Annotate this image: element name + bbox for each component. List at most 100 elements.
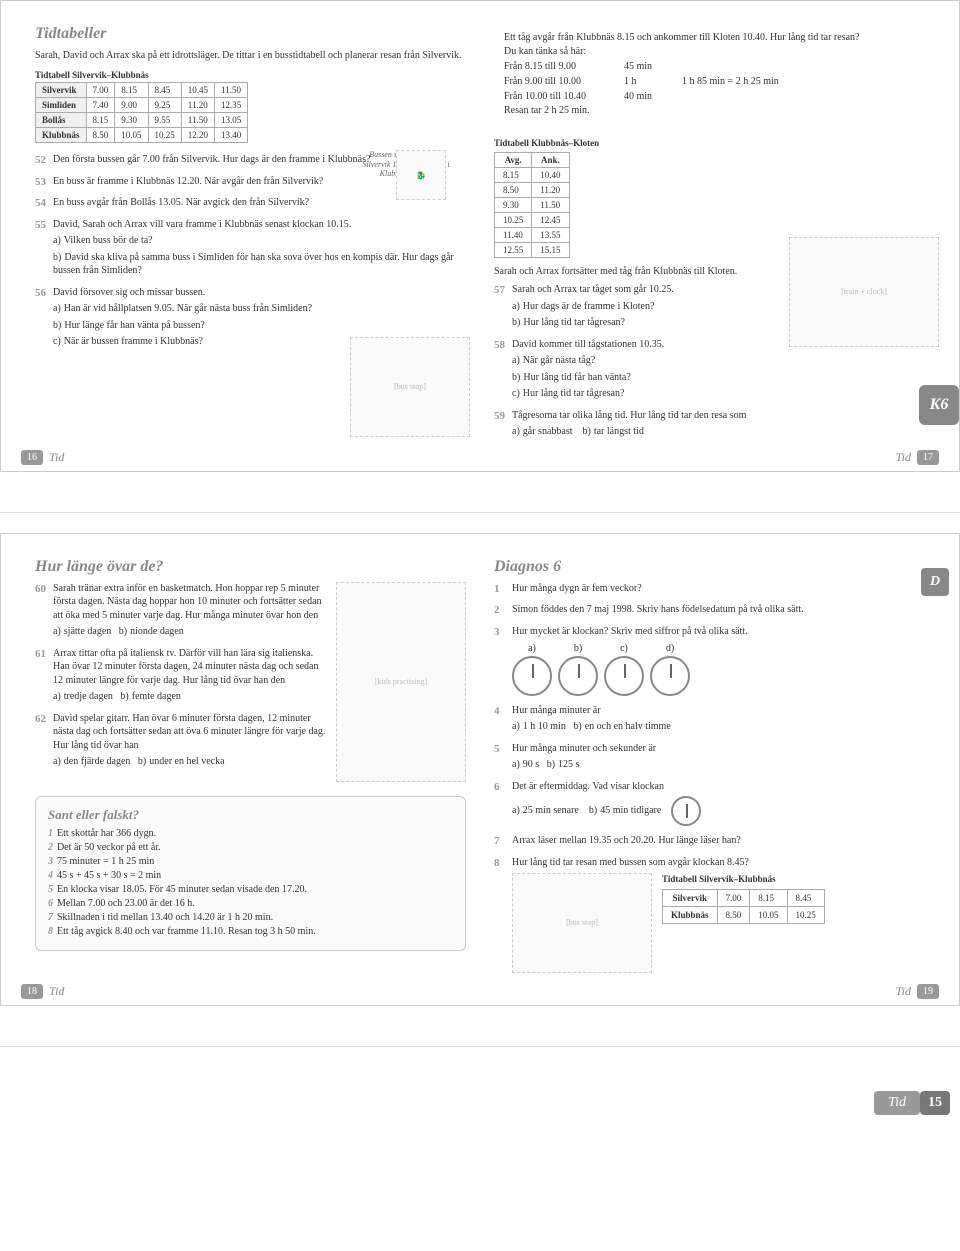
table-cell: 10.45 [181, 83, 214, 98]
question-54: 54En buss avgår från Bollås 13.05. När a… [35, 196, 466, 210]
question-52: 52Den första bussen går 7.00 från Silver… [35, 153, 466, 167]
table-cell: 10.25 [495, 213, 532, 228]
dq1: 1Hur många dygn är fem veckor? [494, 582, 925, 596]
spread-1: Tidtabeller Sarah, David och Arrax ska p… [0, 0, 960, 472]
table-cell: 8.15 [495, 168, 532, 183]
question-55: 55David, Sarah och Arrax vill vara framm… [35, 218, 466, 278]
table-cell: 8.45 [787, 890, 824, 907]
page-label-tid: Tid [896, 984, 911, 999]
illustration-train: [train + clock] [789, 237, 939, 347]
q56a: a)Han är vid hållplatsen 9.05. När går n… [53, 302, 466, 316]
table-cell: 7.00 [717, 890, 750, 907]
illustration-bus-stop: [bus stop] [350, 337, 470, 437]
table2-caption: Tidtabell Klubbnäs–Kloten [494, 138, 925, 148]
footer-page-number: 15 [920, 1091, 950, 1115]
small-table-caption: Tidtabell Silvervik–Klubbnäs [662, 873, 825, 885]
dq6: 6Det är eftermiddag. Vad visar klockan a… [494, 780, 925, 827]
table-cell: 13.05 [215, 113, 248, 128]
clock-icon [671, 796, 701, 826]
table-cell: Silvervik [36, 83, 87, 98]
table-cell: 11.50 [532, 198, 569, 213]
spread-2: Hur länge övar de? 60Sarah tränar extra … [0, 533, 960, 1007]
q59ab: a)går snabbast b)tar längst tid [512, 425, 925, 439]
table-cell: 9.30 [495, 198, 532, 213]
q58b: b)Hur lång tid får han vänta? [512, 371, 925, 385]
sant-item: 375 minuter = 1 h 25 min [48, 856, 453, 867]
clock-icon [650, 656, 690, 696]
questions-52-56: 52Den första bussen går 7.00 från Silver… [35, 153, 466, 349]
questions-60-62: 60Sarah tränar extra inför en basketmatc… [35, 582, 326, 782]
sant-item: 8Ett tåg avgick 8.40 och var framme 11.1… [48, 926, 453, 937]
page-number-19: 19 [917, 984, 939, 999]
table-cell: Klubbnäs [36, 128, 87, 143]
sant-eller-falskt-box: Sant eller falskt? 1Ett skottår har 366 … [35, 796, 466, 951]
table-cell: 11.20 [532, 183, 569, 198]
clock-icon [604, 656, 644, 696]
dq5: 5Hur många minuter och sekunder är a)90 … [494, 742, 925, 772]
title-tidtabeller: Tidtabeller [35, 25, 466, 43]
q53-text: En buss är framme i Klubbnäs 12.20. När … [53, 176, 323, 187]
sant-item: 6Mellan 7.00 och 23.00 är det 16 h. [48, 898, 453, 909]
divider [0, 1046, 960, 1047]
dq4: 4Hur många minuter är a)1 h 10 min b)en … [494, 704, 925, 734]
page-17: Ett tåg avgår från Klubbnäs 8.15 och ank… [480, 25, 939, 447]
clock-icon [512, 656, 552, 696]
example-sum: 1 h 85 min = 2 h 25 min [682, 74, 779, 89]
diagnos-badge: D [921, 568, 949, 596]
small-timetable: Silvervik7.008.158.45Klubbnäs8.5010.0510… [662, 889, 825, 924]
title-hur-lange: Hur länge övar de? [35, 558, 466, 576]
intro-text: Sarah, David och Arrax ska på ett idrott… [35, 49, 466, 62]
table-caption: Tidtabell Silvervik–Klubbnäs [35, 70, 466, 80]
example-answer: Resan tar 2 h 25 min. [504, 104, 915, 118]
sant-item: 5En klocka visar 18.05. För 45 minuter s… [48, 884, 453, 895]
divider [0, 512, 960, 513]
table-cell: 9.55 [148, 113, 181, 128]
table-cell: 8.15 [86, 113, 115, 128]
q55a: a)Vilken buss bör de ta? [53, 234, 466, 248]
page-19: Diagnos 6 D 1Hur många dygn är fem vecko… [480, 558, 939, 982]
table-cell: 12.55 [495, 243, 532, 258]
table-cell: 15.15 [532, 243, 569, 258]
table-cell: 12.35 [215, 98, 248, 113]
table-cell: 12.20 [181, 128, 214, 143]
q54-text: En buss avgår från Bollås 13.05. När avg… [53, 197, 309, 208]
example-intro: Ett tåg avgår från Klubbnäs 8.15 och ank… [504, 31, 915, 45]
table-cell: 9.30 [115, 113, 148, 128]
table-cell: Klubbnäs [663, 907, 718, 924]
q58c: c)Hur lång tid tar tågresan? [512, 387, 925, 401]
table-cell: 10.25 [787, 907, 824, 924]
timetable-silvervik-klubbnas: Silvervik7.008.158.4510.4511.50Simliden7… [35, 82, 248, 143]
table-cell: 8.50 [717, 907, 750, 924]
page-label-tid: Tid [49, 450, 64, 465]
sant-item: 445 s + 45 s + 30 s = 2 min [48, 870, 453, 881]
page-label-tid: Tid [49, 984, 64, 999]
dq8: 8Hur lång tid tar resan med bussen som a… [494, 856, 925, 974]
table-cell: 11.50 [181, 113, 214, 128]
table-cell: 10.40 [532, 168, 569, 183]
q55-text: David, Sarah och Arrax vill vara framme … [53, 219, 351, 230]
title-diagnos-6: Diagnos 6 [494, 558, 925, 576]
example-hint: Du kan tänka så här: [504, 45, 915, 59]
table-cell: 11.40 [495, 228, 532, 243]
sant-item: 7Skillnaden i tid mellan 13.40 och 14.20… [48, 912, 453, 923]
chapter-badge-k6: K6 [919, 385, 959, 425]
page-label-tid: Tid [896, 450, 911, 465]
table-cell: 8.45 [148, 83, 181, 98]
table-cell: 9.00 [115, 98, 148, 113]
table-cell: 10.05 [115, 128, 148, 143]
question-58: 58David kommer till tågstationen 10.35. … [494, 338, 925, 401]
question-59: 59Tågresorna tar olika lång tid. Hur lån… [494, 409, 925, 439]
table-cell: 12.45 [532, 213, 569, 228]
question-62: 62David spelar gitarr. Han övar 6 minute… [35, 712, 326, 769]
table-cell: 10.25 [148, 128, 181, 143]
question-60: 60Sarah tränar extra inför en basketmatc… [35, 582, 326, 639]
table-cell: 13.40 [215, 128, 248, 143]
question-53: 53En buss är framme i Klubbnäs 12.20. Nä… [35, 175, 466, 189]
sant-list: 1Ett skottår har 366 dygn.2Det är 50 vec… [48, 828, 453, 937]
table-cell: 7.00 [86, 83, 115, 98]
q55b: b)David ska kliva på samma buss i Simlid… [53, 251, 466, 278]
sant-item: 2Det är 50 veckor på ett år. [48, 842, 453, 853]
table-cell: 8.50 [86, 128, 115, 143]
illustration-kids: [kids practising] [336, 582, 466, 782]
worked-example: Ett tåg avgår från Klubbnäs 8.15 och ank… [494, 25, 925, 124]
